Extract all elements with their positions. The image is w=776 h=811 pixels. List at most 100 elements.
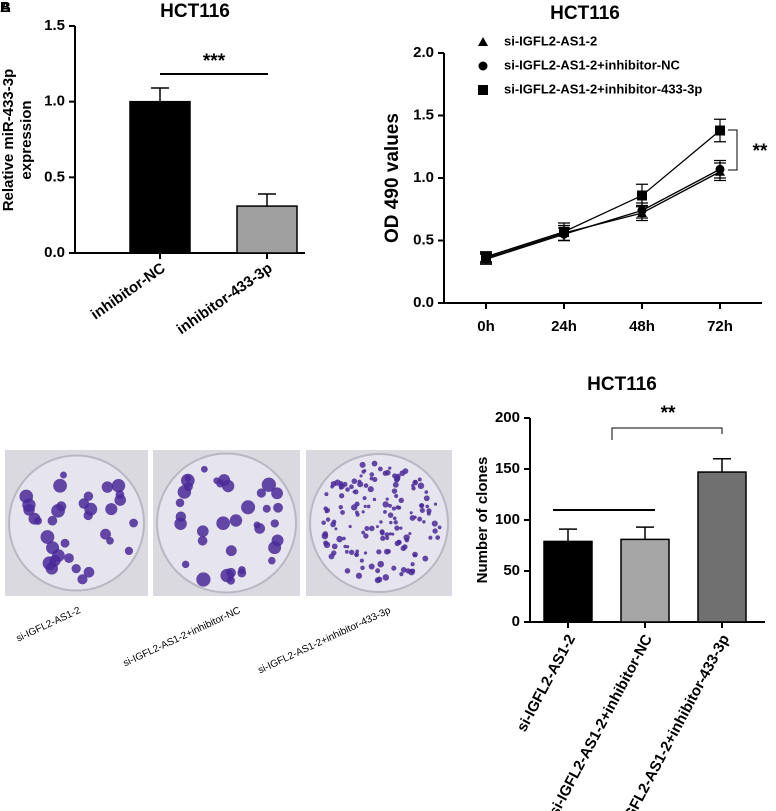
- photo-label: si-IGFL2-AS1-2+inhibitor-433-3p: [257, 605, 393, 676]
- colony: [83, 491, 94, 501]
- series-line: [485, 130, 721, 258]
- panel-label: A: [0, 0, 11, 16]
- error-bar: [636, 526, 654, 540]
- x-tick-label: si-IGFL2-AS1-2: [514, 632, 579, 735]
- y-tick-label: 1.0: [44, 93, 65, 110]
- colony: [334, 527, 338, 531]
- colony: [331, 519, 337, 525]
- colony: [348, 524, 352, 529]
- marker: [637, 206, 647, 215]
- series-line: [485, 168, 721, 260]
- bar: [543, 540, 593, 623]
- y-tick-label: 0: [512, 613, 520, 630]
- colony: [408, 568, 415, 576]
- colony: [115, 490, 125, 499]
- colony: [423, 495, 430, 502]
- colony: [323, 506, 328, 511]
- y-tick-label: 1.5: [44, 17, 65, 34]
- colony: [271, 487, 283, 500]
- colony: [262, 504, 271, 513]
- colony-photos: [5, 450, 452, 596]
- colony: [376, 549, 382, 555]
- colony: [71, 563, 81, 574]
- colony: [40, 530, 55, 544]
- legend-label: si-IGFL2-AS1-2+inhibitor-433-3p: [504, 81, 702, 96]
- colony: [375, 568, 381, 574]
- y-tick-label: 200: [495, 409, 520, 426]
- colony: [404, 537, 410, 543]
- y-tick-label: 50: [503, 562, 520, 579]
- colony: [362, 496, 367, 501]
- colony: [355, 510, 359, 515]
- colony: [129, 518, 138, 528]
- colony: [324, 492, 329, 497]
- colony: [385, 497, 389, 501]
- colony: [225, 545, 237, 557]
- panel-label: B: [0, 0, 11, 16]
- error-bar: [151, 87, 169, 102]
- colony: [392, 516, 397, 521]
- x-tick-label: 0h: [477, 318, 495, 335]
- colony: [366, 504, 371, 509]
- colony: [323, 540, 329, 546]
- y-tick-label: 0.0: [44, 244, 65, 261]
- colony: [382, 501, 389, 508]
- colony: [399, 572, 404, 577]
- colony: [374, 577, 381, 584]
- x-tick-label: 72h: [707, 318, 733, 335]
- colony: [357, 479, 362, 484]
- colony: [369, 525, 375, 532]
- x-tick-label: 24h: [551, 318, 577, 335]
- colony: [60, 538, 70, 548]
- y-tick-label: 0.0: [413, 294, 434, 311]
- colony: [417, 516, 423, 522]
- colony: [196, 572, 211, 587]
- colony: [417, 477, 422, 482]
- marker: [637, 190, 647, 201]
- colony: [51, 503, 65, 518]
- colony: [398, 497, 404, 504]
- colony: [359, 558, 364, 563]
- colony: [419, 507, 425, 513]
- colony: [181, 560, 190, 569]
- colony: [28, 512, 41, 525]
- y-tick-label: 150: [495, 460, 520, 477]
- marker: [559, 226, 569, 237]
- colony: [389, 520, 393, 525]
- colony: [22, 498, 36, 512]
- colony: [200, 465, 208, 473]
- y-tick-label: 1.0: [413, 169, 434, 186]
- legend-label: si-IGFL2-AS1-2+inhibitor-NC: [504, 57, 680, 72]
- colony: [124, 546, 134, 556]
- colony: [363, 483, 369, 488]
- colony: [379, 520, 383, 524]
- colony: [273, 502, 283, 513]
- colony: [409, 515, 416, 521]
- photo-label: si-IGFL2-AS1-2: [15, 605, 83, 645]
- colony: [175, 511, 187, 522]
- colony: [351, 478, 358, 485]
- colony: [339, 486, 343, 490]
- marker: [478, 85, 488, 95]
- colony: [369, 472, 375, 477]
- colony: [261, 477, 276, 492]
- colony: [256, 488, 266, 498]
- colony: [392, 481, 399, 488]
- colony: [226, 567, 236, 578]
- colony: [372, 476, 378, 483]
- colony: [379, 529, 385, 535]
- colony: [359, 474, 363, 478]
- colony: [409, 511, 413, 515]
- colony: [334, 479, 341, 486]
- colony: [353, 489, 359, 495]
- colony: [325, 517, 331, 522]
- error-bar: [258, 193, 276, 207]
- colony: [422, 555, 429, 562]
- colony: [336, 535, 343, 543]
- error-bar: [559, 528, 577, 542]
- significance: ***: [203, 51, 226, 72]
- colony: [428, 535, 433, 540]
- colony: [410, 562, 415, 567]
- colony: [391, 506, 396, 511]
- colony: [328, 553, 335, 560]
